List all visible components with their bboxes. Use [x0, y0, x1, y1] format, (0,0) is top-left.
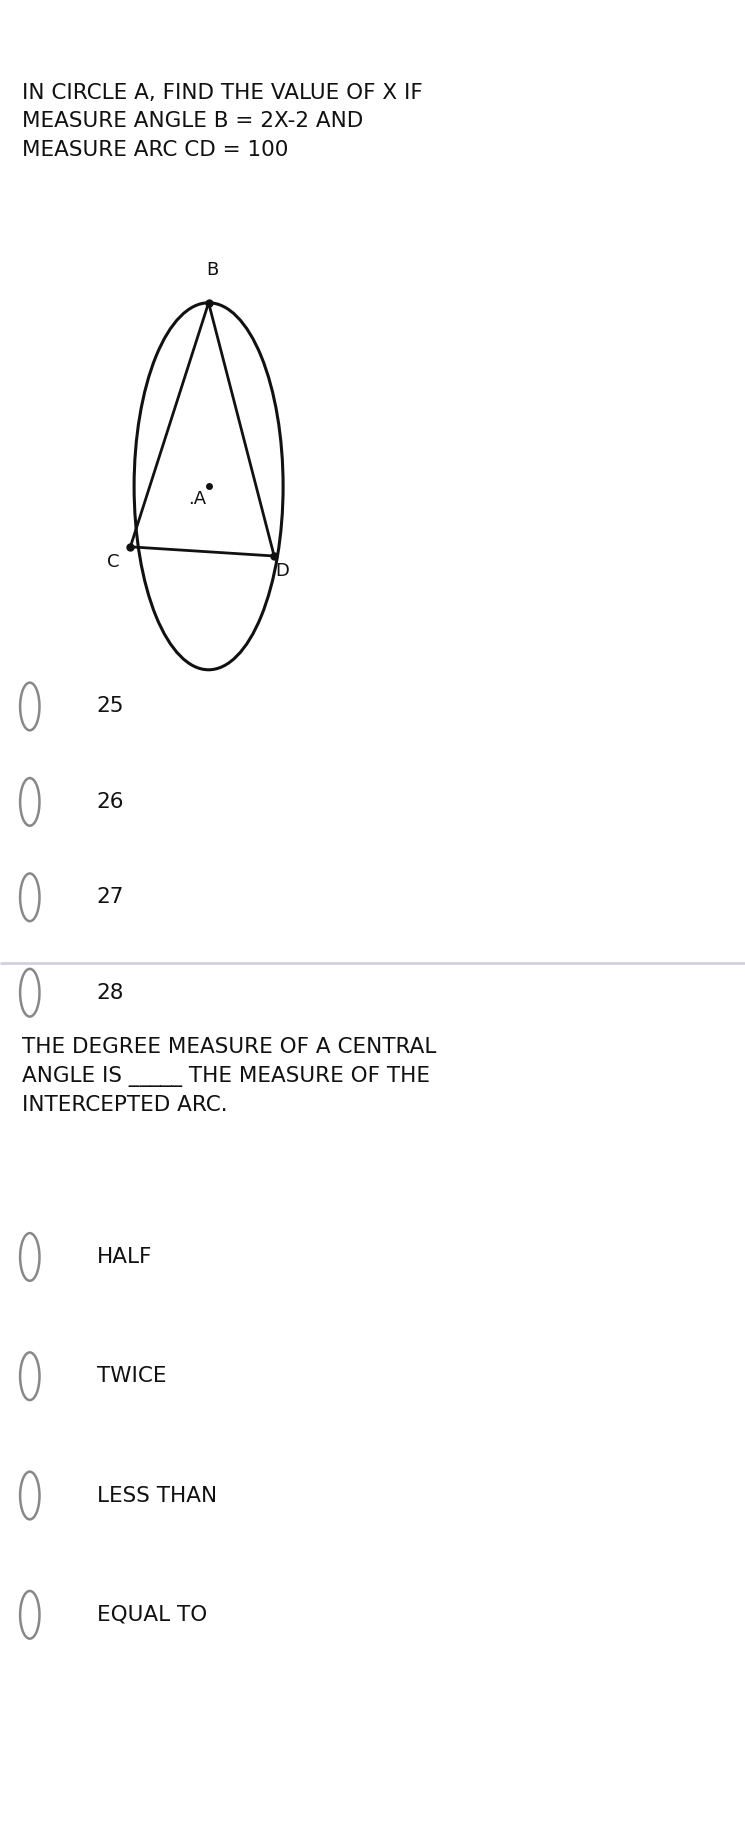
- Text: .A: .A: [188, 490, 206, 508]
- Text: HALF: HALF: [97, 1248, 152, 1266]
- Text: 26: 26: [97, 793, 124, 811]
- Text: 28: 28: [97, 984, 124, 1002]
- Text: TWICE: TWICE: [97, 1367, 166, 1385]
- Text: THE DEGREE MEASURE OF A CENTRAL
ANGLE IS _____ THE MEASURE OF THE
INTERCEPTED AR: THE DEGREE MEASURE OF A CENTRAL ANGLE IS…: [22, 1037, 437, 1116]
- Text: D: D: [276, 562, 290, 580]
- Text: 25: 25: [97, 697, 124, 716]
- Text: IN CIRCLE A, FIND THE VALUE OF X IF
MEASURE ANGLE B = 2X-2 AND
MEASURE ARC CD = : IN CIRCLE A, FIND THE VALUE OF X IF MEAS…: [22, 83, 423, 160]
- Text: C: C: [107, 552, 119, 571]
- Text: LESS THAN: LESS THAN: [97, 1486, 217, 1505]
- Text: EQUAL TO: EQUAL TO: [97, 1606, 207, 1624]
- Text: 27: 27: [97, 888, 124, 906]
- Text: B: B: [206, 261, 218, 279]
